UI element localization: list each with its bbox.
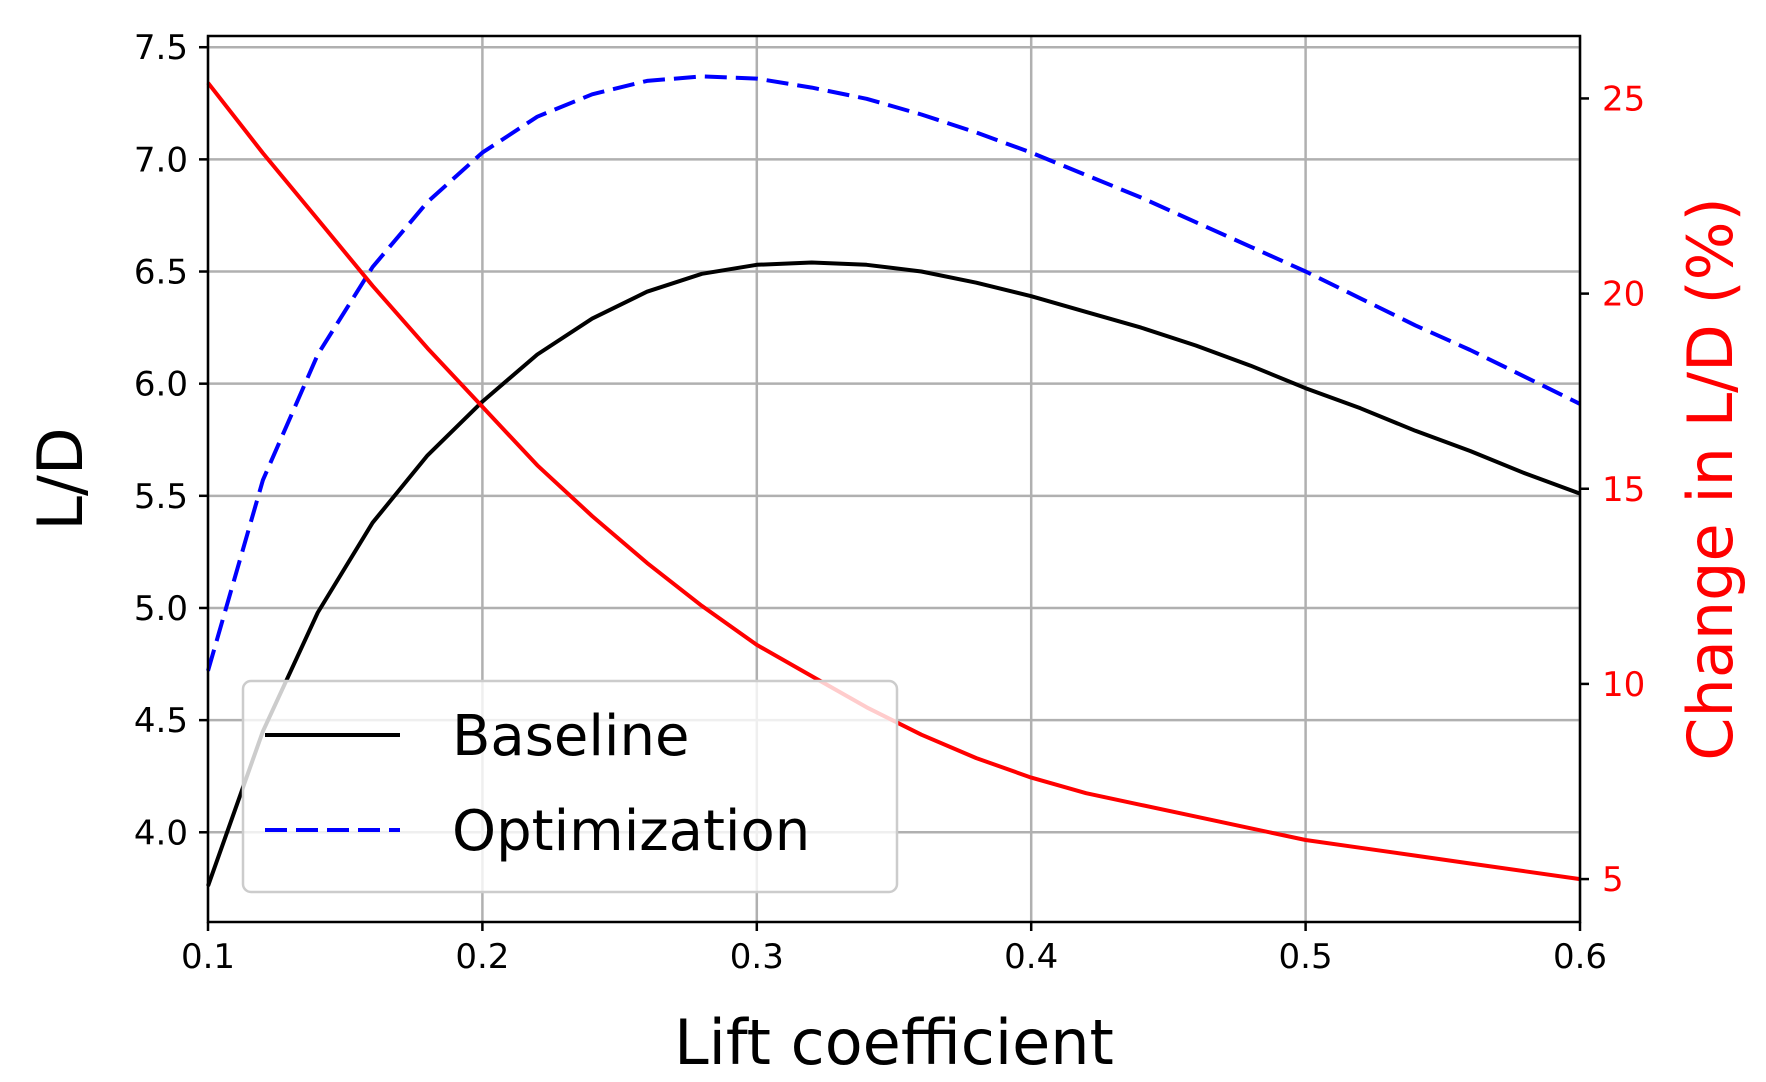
x-tick-label: 0.2 <box>455 937 509 977</box>
x-tick-label: 0.5 <box>1279 937 1333 977</box>
y2-tick-label: 5 <box>1602 860 1624 900</box>
legend: Baseline Optimization <box>241 679 899 894</box>
y-tick-label: 4.5 <box>134 701 188 741</box>
series-line-optimization <box>206 74 1581 672</box>
y-tick-label: 4.0 <box>134 813 188 853</box>
legend-baseline-label: Baseline <box>452 704 689 769</box>
x-tick-label: 0.6 <box>1553 937 1607 977</box>
y2-tick-label: 25 <box>1602 79 1645 119</box>
y2-tick-label: 20 <box>1602 275 1645 315</box>
y-tick-label: 6.0 <box>134 365 188 405</box>
x-tick-label: 0.4 <box>1004 937 1058 977</box>
axis-ticks: 0.1 0.2 0.3 0.4 0.5 0.6 4.0 4.5 5.0 5.5 6.0 6.5 7.0 7… <box>134 28 1645 977</box>
x-tick-label: 0.3 <box>730 937 784 977</box>
legend-box <box>241 679 899 894</box>
y-tick-label: 7.5 <box>134 28 188 68</box>
y-tick-label: 5.0 <box>134 589 188 629</box>
y2-axis-title: Change in L/D (%) <box>1674 197 1747 760</box>
y-axis-title: L/D <box>24 427 97 530</box>
x-tick-label: 0.1 <box>181 937 235 977</box>
x-axis-title: Lift coefficient <box>674 1006 1114 1079</box>
legend-optimization-label: Optimization <box>452 799 810 864</box>
y2-tick-label: 15 <box>1602 470 1645 510</box>
series-line-baseline <box>206 260 1581 887</box>
plot-frame <box>206 34 1582 924</box>
y2-tick-label: 10 <box>1602 665 1645 705</box>
y-tick-label: 6.5 <box>134 253 188 293</box>
y-tick-label: 7.0 <box>134 140 188 180</box>
y-tick-label: 5.5 <box>134 477 188 517</box>
